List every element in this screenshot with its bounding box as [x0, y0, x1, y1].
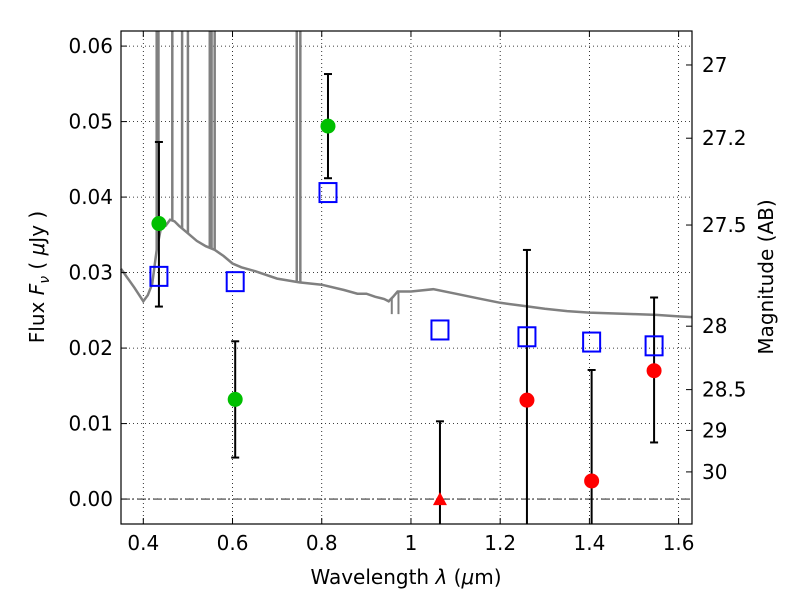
y2-tick-label: 27.5: [702, 213, 747, 237]
data-point-upper-limit: [432, 492, 447, 506]
y-tick-label: 0.01: [68, 412, 113, 436]
x-tick-label: 1.4: [573, 531, 605, 555]
data-point: [227, 391, 243, 407]
x-tick-label: 1.6: [663, 531, 695, 555]
data-point: [584, 473, 600, 489]
y-axis-label: Flux Fν ( μJy ): [25, 211, 53, 343]
x-tick-label: 0.6: [217, 531, 249, 555]
y-axis: 0.00 0.01 0.02 0.03 0.04 0.05 0.06: [68, 34, 127, 511]
data-point: [151, 216, 167, 232]
y-tick-label: 0.04: [68, 185, 113, 209]
y2-tick-label: 28.5: [702, 378, 747, 402]
y2-tick-label: 29: [702, 418, 727, 442]
model-point: [517, 326, 537, 348]
plot-frame: [120, 30, 693, 525]
data-point: [646, 363, 662, 379]
x-tick-label: 0.8: [306, 531, 338, 555]
data-point: [519, 392, 535, 408]
y-tick-label: 0.03: [68, 261, 113, 285]
grid: [121, 31, 692, 524]
model-point: [644, 335, 664, 357]
model-point: [430, 319, 450, 341]
model-point: [225, 271, 245, 293]
y2-tick-label: 30: [702, 460, 727, 484]
y-tick-label: 0.06: [68, 34, 113, 58]
model-point: [582, 331, 602, 353]
y-tick-label: 0.02: [68, 336, 113, 360]
y2-tick-label: 28: [702, 314, 727, 338]
x-axis: 0.4 0.6 0.8 1 1.2 1.4 1.6: [127, 31, 695, 555]
model-point: [149, 265, 169, 287]
y2-tick-label: 27: [702, 53, 727, 77]
model-spectrum-layer: [119, 31, 693, 319]
y-tick-label: 0.05: [68, 110, 113, 134]
plot-background: [121, 31, 692, 524]
model-continuum: [119, 218, 693, 319]
x-axis-label: Wavelength λ (μm): [310, 565, 501, 589]
data-point: [320, 118, 336, 134]
x-tick-label: 1: [405, 531, 418, 555]
x-tick-label: 0.4: [127, 531, 159, 555]
x-tick-label: 1.2: [484, 531, 516, 555]
marker-layer: [149, 118, 664, 506]
y2-tick-label: 27.2: [702, 126, 747, 150]
model-point: [318, 182, 338, 204]
y2-axis: 27 27.2 27.5 28 28.5 29 30: [686, 53, 747, 484]
y-tick-label: 0.00: [68, 487, 113, 511]
y2-axis-label: Magnitude (AB): [754, 199, 778, 354]
